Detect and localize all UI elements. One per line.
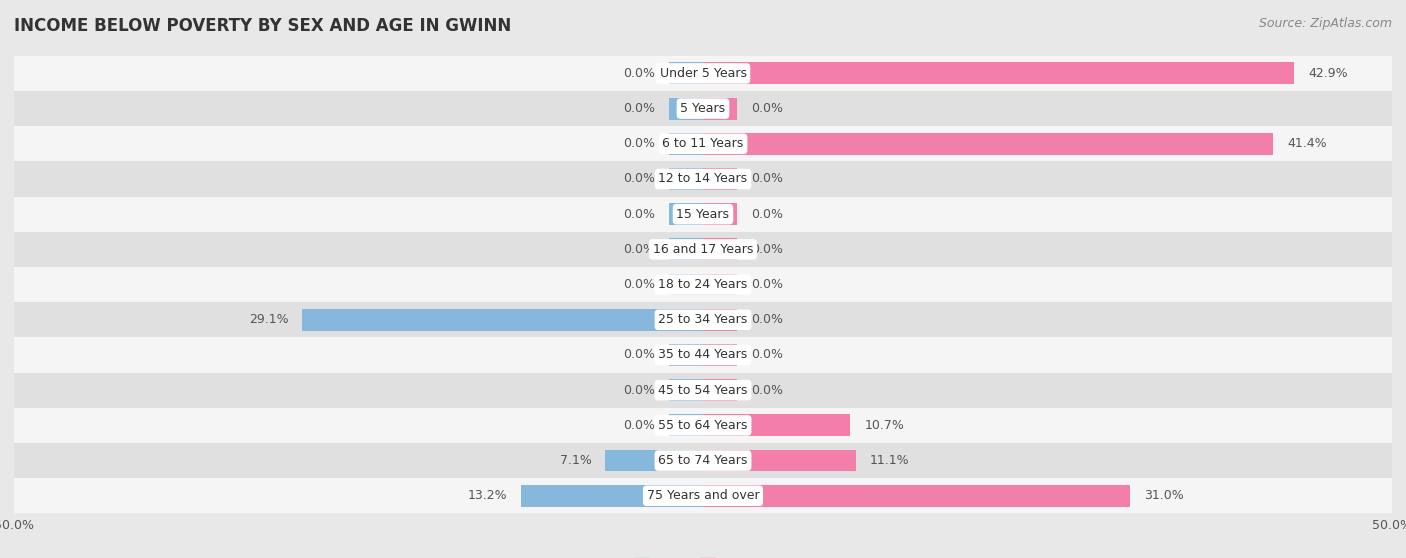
Bar (14, 267, 1392, 302)
Text: 0.0%: 0.0% (751, 278, 783, 291)
Bar (703, 344, 738, 366)
Bar (703, 485, 1130, 507)
Bar (605, 450, 703, 472)
Text: 25 to 34 Years: 25 to 34 Years (658, 313, 748, 326)
Bar (703, 415, 851, 436)
Bar (14, 161, 1392, 196)
Text: 29.1%: 29.1% (249, 313, 288, 326)
Bar (703, 450, 856, 472)
Text: 45 to 54 Years: 45 to 54 Years (658, 384, 748, 397)
Text: 0.0%: 0.0% (751, 172, 783, 185)
Text: 0.0%: 0.0% (751, 102, 783, 115)
Text: 5 Years: 5 Years (681, 102, 725, 115)
Bar (703, 168, 738, 190)
Text: 12 to 14 Years: 12 to 14 Years (658, 172, 748, 185)
Bar (14, 91, 1392, 126)
Bar (703, 273, 738, 296)
Bar (669, 98, 703, 119)
Bar (669, 415, 703, 436)
Bar (703, 98, 738, 119)
Text: 0.0%: 0.0% (751, 349, 783, 362)
Bar (14, 126, 1392, 161)
Bar (669, 273, 703, 296)
Text: 18 to 24 Years: 18 to 24 Years (658, 278, 748, 291)
Bar (703, 203, 738, 225)
Text: 0.0%: 0.0% (751, 208, 783, 220)
Bar (14, 56, 1392, 91)
Text: 0.0%: 0.0% (623, 278, 655, 291)
Bar (703, 379, 738, 401)
Bar (14, 373, 1392, 408)
Text: 55 to 64 Years: 55 to 64 Years (658, 419, 748, 432)
Bar (669, 133, 703, 155)
Text: 35 to 44 Years: 35 to 44 Years (658, 349, 748, 362)
Text: 0.0%: 0.0% (751, 384, 783, 397)
Text: 0.0%: 0.0% (623, 172, 655, 185)
Text: 0.0%: 0.0% (751, 243, 783, 256)
Bar (14, 196, 1392, 232)
Bar (522, 485, 703, 507)
Bar (669, 344, 703, 366)
Bar (14, 443, 1392, 478)
Text: 0.0%: 0.0% (623, 102, 655, 115)
Bar (14, 338, 1392, 373)
Text: 7.1%: 7.1% (560, 454, 592, 467)
Text: Source: ZipAtlas.com: Source: ZipAtlas.com (1258, 17, 1392, 30)
Text: 13.2%: 13.2% (468, 489, 508, 502)
Bar (14, 478, 1392, 513)
Bar (14, 408, 1392, 443)
Bar (703, 62, 1294, 84)
Bar (669, 62, 703, 84)
Bar (14, 232, 1392, 267)
Bar (703, 238, 738, 260)
Text: 0.0%: 0.0% (623, 208, 655, 220)
Text: INCOME BELOW POVERTY BY SEX AND AGE IN GWINN: INCOME BELOW POVERTY BY SEX AND AGE IN G… (14, 17, 512, 35)
Text: 0.0%: 0.0% (623, 384, 655, 397)
Text: 0.0%: 0.0% (623, 67, 655, 80)
Legend: Male, Female: Male, Female (630, 553, 776, 558)
Bar (669, 238, 703, 260)
Text: 42.9%: 42.9% (1308, 67, 1347, 80)
Bar (14, 302, 1392, 338)
Text: 65 to 74 Years: 65 to 74 Years (658, 454, 748, 467)
Text: 16 and 17 Years: 16 and 17 Years (652, 243, 754, 256)
Text: 0.0%: 0.0% (623, 419, 655, 432)
Bar (302, 309, 703, 331)
Text: 15 Years: 15 Years (676, 208, 730, 220)
Bar (703, 133, 1274, 155)
Bar (669, 379, 703, 401)
Bar (669, 168, 703, 190)
Text: 31.0%: 31.0% (1144, 489, 1184, 502)
Text: 10.7%: 10.7% (865, 419, 904, 432)
Text: 0.0%: 0.0% (623, 243, 655, 256)
Text: Under 5 Years: Under 5 Years (659, 67, 747, 80)
Text: 0.0%: 0.0% (623, 137, 655, 150)
Text: 11.1%: 11.1% (870, 454, 910, 467)
Bar (703, 309, 738, 331)
Text: 41.4%: 41.4% (1288, 137, 1327, 150)
Bar (669, 203, 703, 225)
Text: 6 to 11 Years: 6 to 11 Years (662, 137, 744, 150)
Text: 75 Years and over: 75 Years and over (647, 489, 759, 502)
Text: 0.0%: 0.0% (623, 349, 655, 362)
Text: 0.0%: 0.0% (751, 313, 783, 326)
